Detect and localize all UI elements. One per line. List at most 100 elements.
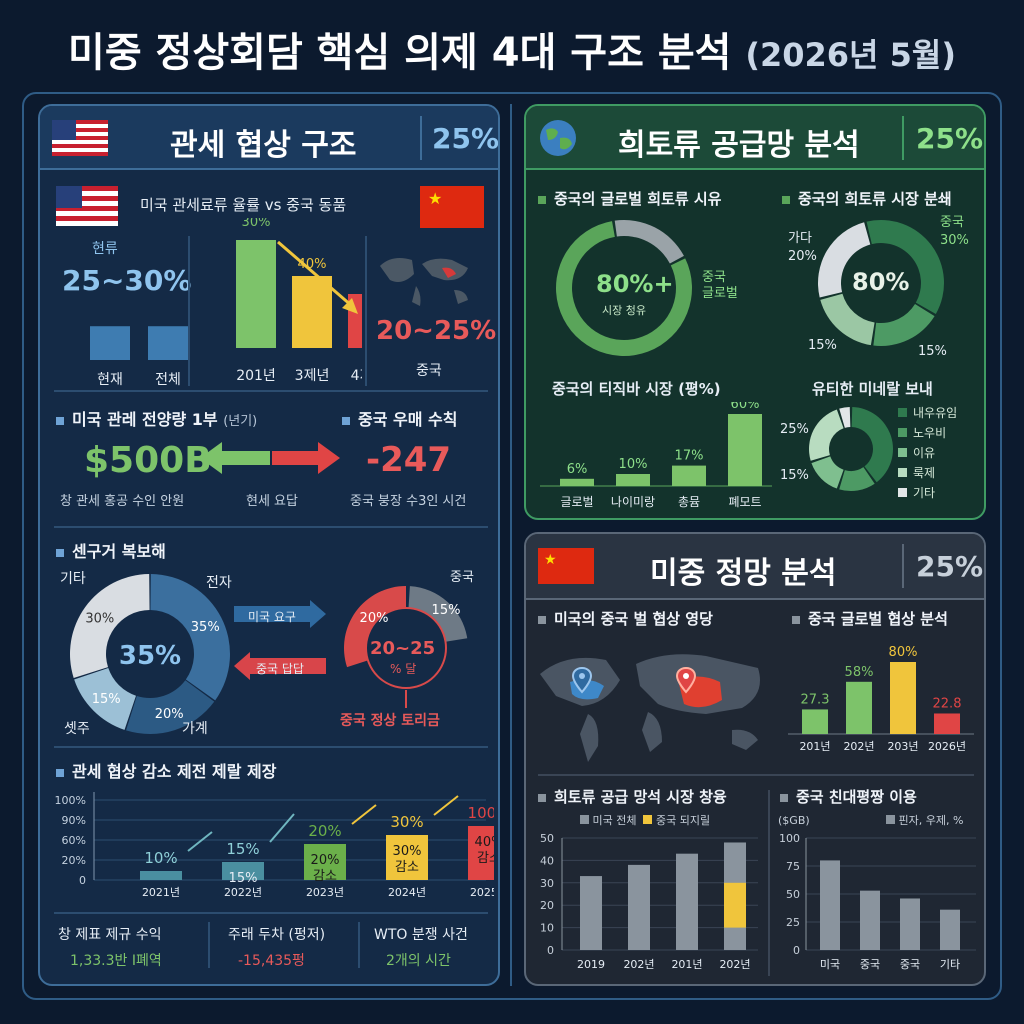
m3-cat-label: 201년 (671, 958, 702, 971)
us-flag-icon (52, 120, 108, 156)
b1-value-label: 60% (731, 402, 760, 412)
s4-inner-label: 30% (393, 844, 422, 859)
s3-donut-slice-0 (150, 574, 231, 701)
d2-slice-1 (866, 220, 944, 314)
panel-rare-header: 희토류 공급망 분석 25% (526, 106, 984, 170)
s1-left-bar (148, 326, 188, 360)
d1-title: 중국의 글로벌 희토류 시유 (538, 188, 721, 209)
s4-ytick: 100% (55, 794, 86, 807)
s1-mid-cat-label: 3제년 (295, 368, 330, 384)
arrow-us-label: 미국 요구 (248, 610, 296, 624)
panel-tariff: 관세 협상 구조 25% 미국 관세료류 율률 vs 중국 동품 ★ 현류 25… (38, 104, 500, 986)
s1-mid-value-label: 40% (298, 257, 327, 272)
m4-legend: 핀자, 우제, % (886, 812, 963, 828)
s4-trend-arrow (433, 795, 459, 816)
outer-frame (22, 92, 1002, 1000)
world-map-icon (380, 258, 468, 306)
footer-1-value: 1,33.3반 Ⅰ폐역 (70, 953, 162, 969)
m2-bar (802, 709, 828, 734)
b1-value-label: 6% (567, 462, 588, 477)
center-divider (510, 104, 512, 986)
s4-cat-label: 2021년 (142, 886, 180, 899)
s4-cat-label: 2024년 (388, 886, 426, 899)
d3-legend-item: 이유 (898, 444, 957, 464)
s4-trend-arrow (269, 813, 295, 843)
m3-ytick: 30 (540, 877, 554, 890)
m4-cat-label: 미국 (820, 958, 840, 971)
s4-inner-label: 감소 (395, 860, 419, 875)
s3-center-label: 35% (119, 641, 181, 671)
s1-mid-bar (236, 240, 276, 348)
d3-label-2: 15% (780, 468, 809, 483)
m3-ytick: 10 (540, 922, 554, 935)
d3-legend-swatch (898, 408, 907, 417)
b1-bar (616, 474, 650, 486)
s4-title: 관세 협상 감소 제전 제랄 제장 (56, 758, 277, 782)
s3-donut-slice-2 (74, 668, 136, 730)
panel-trade-header: ★ 미중 정망 분석 25% (526, 534, 984, 600)
gauge-label-red: 20% (360, 611, 389, 626)
b1-chart: 6% 글로벌 10% 나이미랑 17% 총뮴 60% 폐모트 (540, 402, 772, 509)
m4-title: 중국 친대평짱 이용 (780, 786, 917, 807)
d3-legend-label: 이유 (913, 446, 936, 460)
d2-slice-2 (873, 304, 935, 346)
s4-bar (304, 844, 346, 880)
m4-ytick: 75 (786, 860, 800, 873)
us-flag-small-icon (56, 186, 118, 226)
s1-current-label: 현류 (92, 241, 118, 257)
s2-cap-a: 창 관세 홍공 수인 안원 (60, 494, 185, 509)
s1-mid-cat-label: 201년 (236, 368, 276, 384)
d2-slice-0 (818, 222, 871, 298)
d2-donut (818, 220, 944, 346)
d3-legend-item: 내우유임 (898, 404, 957, 424)
s2-cap-mid: 현세 요답 (246, 494, 298, 509)
s4-chart: 020%60%90%100%2021년10%2022년15%15%2023년20… (55, 792, 494, 899)
s1-cn-label: 중국 (416, 363, 442, 379)
china-flag-small-icon: ★ (420, 186, 484, 228)
d3-legend-swatch (898, 428, 907, 437)
s4-inner-label: 40% (475, 835, 494, 850)
m4-bar (940, 909, 960, 950)
s3-title: 센구거 복보해 (56, 538, 166, 562)
d3-legend-label: 기타 (913, 486, 936, 500)
s1-cn-note: 20~25% (376, 316, 497, 346)
m3-title: 희토류 공급 망석 시장 창융 (538, 786, 727, 807)
m2-value-label: 58% (845, 665, 874, 680)
m4-unit: ($GB) (778, 814, 810, 827)
gauge-label-gray: 15% (432, 603, 461, 618)
d3-legend-swatch (898, 468, 907, 477)
s4-cat-label: 2022년 (224, 886, 262, 899)
s1-left-cat-label: 현재 (97, 372, 123, 386)
b1-bar (728, 414, 762, 486)
s1-left-bars: 현재 전체 (90, 326, 188, 386)
b1-cat-label: 글로벌 (560, 495, 593, 509)
gauge-caption: 중국 정상 토리금 (340, 713, 440, 729)
s4-ytick: 0 (79, 874, 86, 887)
m3-bar-us (580, 876, 602, 950)
footer-3-label: WTO 분쟁 사건 (374, 927, 468, 943)
m3-bar-cn (724, 882, 746, 928)
s4-ytick: 20% (62, 854, 86, 867)
page-title: 미중 정상회담 핵심 의제 4대 구조 분석 (2026년 5월) (0, 20, 1024, 78)
s4-top-label: 10% (144, 849, 177, 867)
s3-label-etc: 기타 (60, 571, 86, 587)
svg-text:★: ★ (428, 189, 442, 208)
s3-label-ship: 셋주 (64, 721, 90, 737)
exchange-arrows-icon (200, 442, 340, 474)
m2-bar (890, 662, 916, 734)
m2-title: 중국 글로벌 협상 분석 (792, 608, 948, 629)
m4-bar (860, 890, 880, 950)
s4-inner-label: 20% (311, 853, 340, 868)
s2-cap-b: 중국 붕장 수3인 시건 (350, 494, 467, 509)
s4-bar (468, 826, 494, 880)
d3-slice-0 (851, 407, 893, 483)
s3-slice-label: 30% (85, 612, 114, 627)
us-pin-icon (572, 666, 592, 694)
d1-center: 80%+ (596, 270, 674, 298)
gauge-sub: % 달 (390, 662, 417, 676)
m2-cat-label: 203년 (887, 740, 918, 753)
d3-legend-label: 내우유임 (913, 406, 958, 420)
s4-top-label: 20% (308, 822, 341, 840)
s4-top-label: 30% (390, 813, 423, 831)
